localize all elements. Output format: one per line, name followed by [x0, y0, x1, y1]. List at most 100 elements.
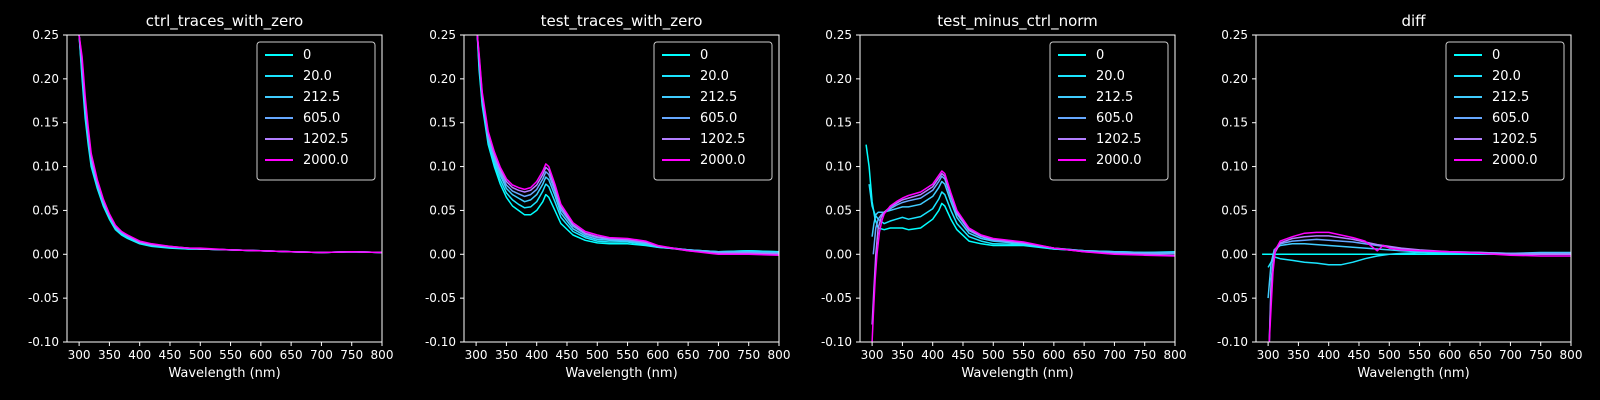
x-tick-label: 700 [707, 348, 730, 362]
legend-label: 212.5 [1096, 90, 1133, 105]
x-tick-label: 500 [1378, 348, 1401, 362]
y-tick-label: 0.25 [825, 28, 852, 42]
y-tick-label: 0.00 [32, 247, 59, 261]
legend-label: 2000.0 [1492, 153, 1538, 168]
legend-label: 212.5 [303, 90, 340, 105]
x-tick-label: 800 [1164, 348, 1187, 362]
y-tick-label: 0.20 [429, 72, 456, 86]
x-tick-label: 600 [1438, 348, 1461, 362]
x-tick-label: 300 [68, 348, 91, 362]
x-tick-label: 350 [1287, 348, 1310, 362]
x-tick-label: 600 [1042, 348, 1065, 362]
x-tick-label: 650 [280, 348, 303, 362]
chart-title: diff [1401, 12, 1426, 30]
y-tick-label: 0.25 [32, 28, 59, 42]
y-tick-label: -0.05 [821, 291, 852, 305]
y-tick-label: 0.15 [429, 116, 456, 130]
y-tick-label: 0.00 [1221, 247, 1248, 261]
series-line-2 [868, 183, 1175, 254]
series-line-6 [1268, 231, 1571, 342]
legend-label: 2000.0 [1096, 153, 1142, 168]
y-tick-label: -0.05 [1217, 291, 1248, 305]
x-tick-label: 800 [1560, 348, 1583, 362]
x-tick-label: 450 [159, 348, 182, 362]
x-tick-label: 500 [586, 348, 609, 362]
x-tick-label: 600 [249, 348, 272, 362]
legend-label: 20.0 [1492, 69, 1521, 84]
y-tick-label: 0.00 [825, 247, 852, 261]
legend-label: 2000.0 [700, 153, 746, 168]
x-tick-label: 750 [1529, 348, 1552, 362]
x-tick-label: 400 [525, 348, 548, 362]
legend-label: 1202.5 [1096, 132, 1142, 147]
y-tick-label: 0.00 [429, 247, 456, 261]
x-tick-label: 800 [371, 348, 394, 362]
series-group [1262, 231, 1571, 342]
plot-frame [463, 34, 780, 343]
legend-label: 1202.5 [1492, 132, 1538, 147]
x-tick-label: 350 [495, 348, 518, 362]
x-tick-label: 300 [465, 348, 488, 362]
legend-label: 212.5 [1492, 90, 1529, 105]
legend-label: 20.0 [1096, 69, 1125, 84]
x-tick-label: 550 [1408, 348, 1431, 362]
y-tick-label: -0.05 [28, 291, 59, 305]
y-tick-label: 0.05 [429, 203, 456, 217]
x-tick-label: 400 [921, 348, 944, 362]
legend-label: 605.0 [700, 111, 737, 126]
x-tick-label: 700 [310, 348, 333, 362]
chart-title: ctrl_traces_with_zero [146, 12, 303, 31]
y-tick-label: 0.25 [429, 28, 456, 42]
x-tick-label: 400 [128, 348, 151, 362]
series-group [476, 35, 779, 256]
plot-frame [1255, 34, 1572, 343]
y-tick-label: 0.10 [429, 160, 456, 174]
x-tick-label: 550 [1012, 348, 1035, 362]
chart-panel-2: 300 350 400 450 500 550 600 650 700 750 800 -0.10 -0… [425, 12, 791, 381]
x-tick-label: 650 [1469, 348, 1492, 362]
y-tick-label: 0.05 [1221, 203, 1248, 217]
chart-panel-1: 300 350 400 450 500 550 600 650 700 750 800 -0.10 -0… [28, 12, 394, 381]
x-tick-label: 750 [737, 348, 760, 362]
series-group [78, 35, 382, 254]
x-tick-label: 500 [982, 348, 1005, 362]
x-axis-label: Wavelength (nm) [565, 366, 677, 381]
x-tick-label: 750 [1133, 348, 1156, 362]
y-tick-label: 0.20 [32, 72, 59, 86]
chart-title: test_traces_with_zero [541, 12, 703, 31]
legend-label: 20.0 [303, 69, 332, 84]
x-axis-label: Wavelength (nm) [961, 366, 1073, 381]
y-tick-label: 0.15 [825, 116, 852, 130]
legend: 0 20.0 212.5 605.0 1202.5 2000.0 [256, 41, 376, 181]
series-line-5 [476, 35, 779, 256]
x-tick-label: 350 [98, 348, 121, 362]
x-tick-label: 700 [1103, 348, 1126, 362]
series-line-3 [1267, 243, 1571, 299]
x-tick-label: 750 [340, 348, 363, 362]
legend-label: 0 [303, 48, 311, 63]
x-tick-label: 550 [616, 348, 639, 362]
x-tick-label: 450 [1348, 348, 1371, 362]
x-tick-label: 300 [1257, 348, 1280, 362]
y-tick-label: -0.10 [28, 335, 59, 349]
x-tick-label: 800 [768, 348, 791, 362]
x-tick-label: 550 [219, 348, 242, 362]
x-tick-label: 500 [189, 348, 212, 362]
y-tick-label: 0.05 [32, 203, 59, 217]
y-tick-label: -0.05 [425, 291, 456, 305]
chart-panel-3: 300 350 400 450 500 550 600 650 700 750 800 -0.10 -0… [821, 12, 1187, 381]
y-tick-label: 0.10 [1221, 160, 1248, 174]
legend-label: 0 [1492, 48, 1500, 63]
y-tick-label: 0.20 [825, 72, 852, 86]
legend-label: 2000.0 [303, 153, 349, 168]
x-axis-label: Wavelength (nm) [168, 366, 280, 381]
legend-label: 1202.5 [303, 132, 349, 147]
y-tick-label: 0.05 [825, 203, 852, 217]
series-line-6 [871, 170, 1175, 342]
y-tick-label: 0.10 [825, 160, 852, 174]
legend-label: 0 [700, 48, 708, 63]
legend-label: 1202.5 [700, 132, 746, 147]
legend-label: 605.0 [1096, 111, 1133, 126]
x-tick-label: 400 [1317, 348, 1340, 362]
